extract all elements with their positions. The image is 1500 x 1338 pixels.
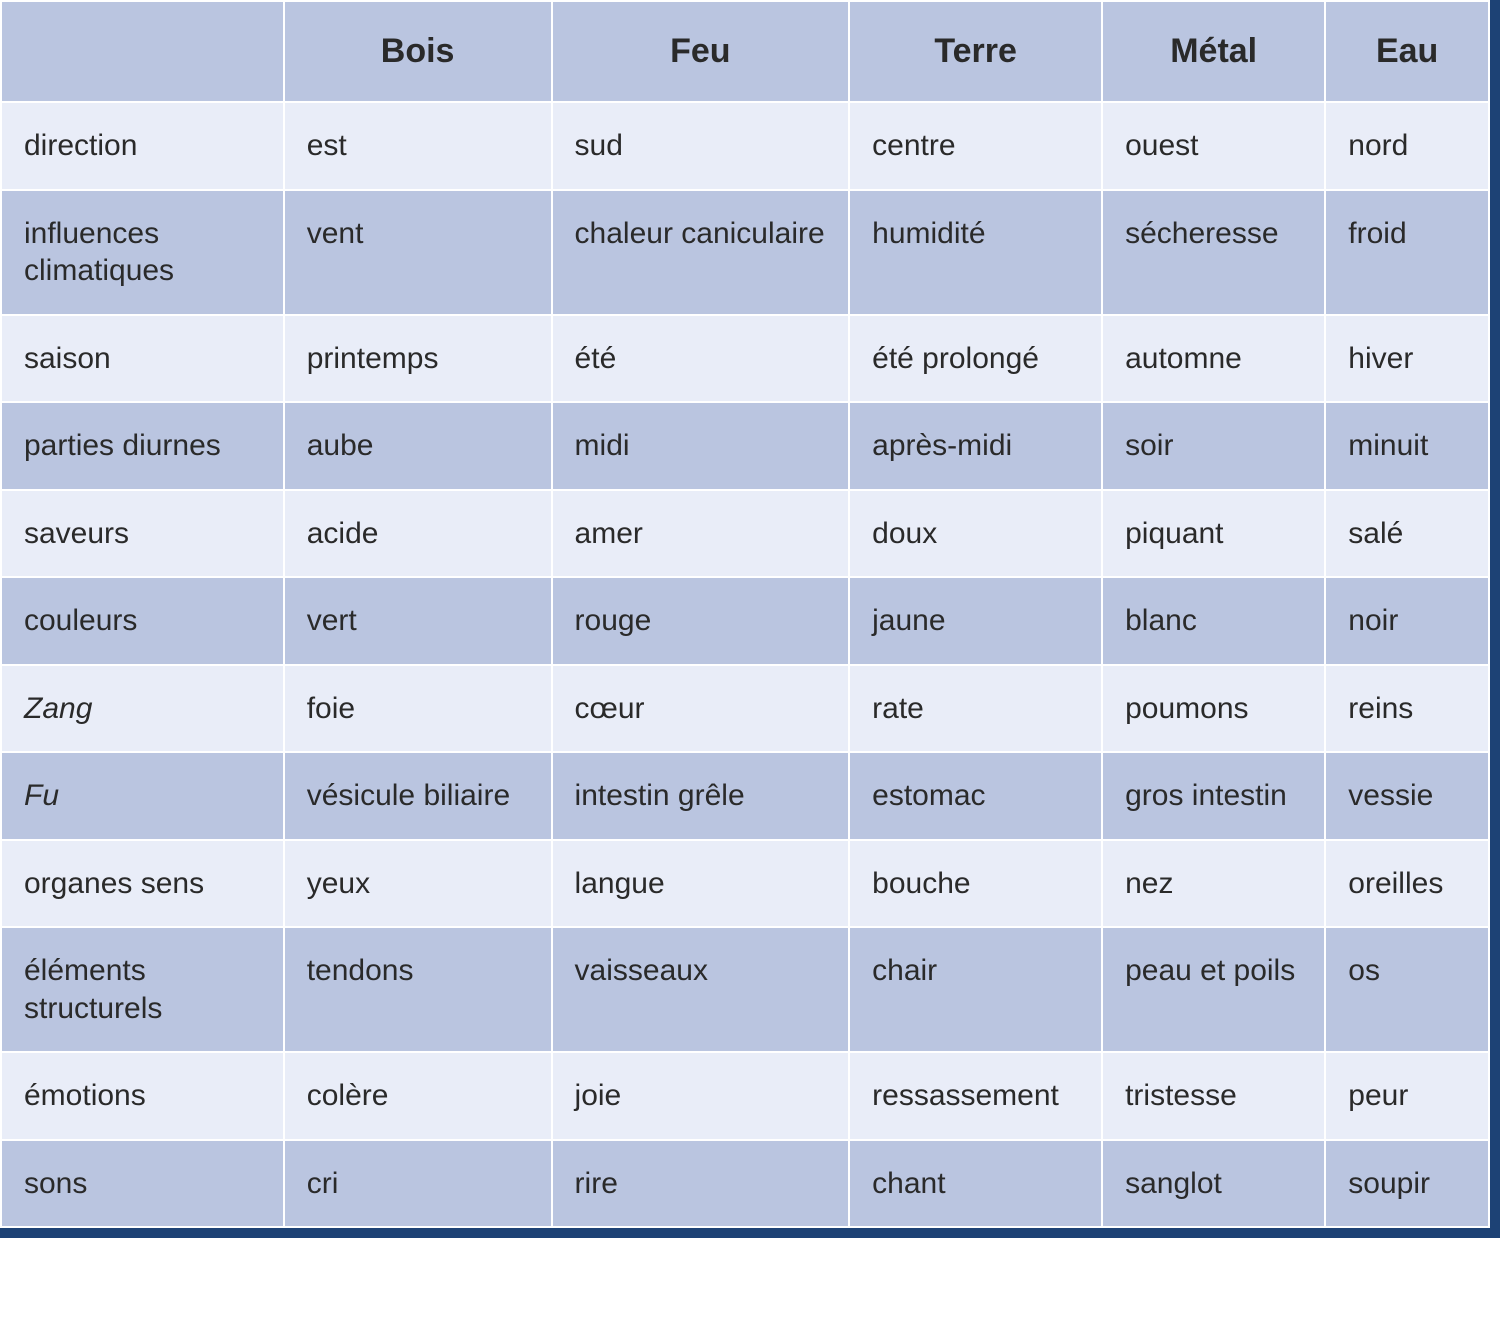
- table-cell: rire: [552, 1140, 850, 1228]
- table-cell: colère: [284, 1052, 552, 1140]
- row-label: saison: [1, 315, 284, 403]
- table-cell: ressassement: [849, 1052, 1102, 1140]
- table-cell: noir: [1325, 577, 1489, 665]
- table-cell: langue: [552, 840, 850, 928]
- table-cell: sanglot: [1102, 1140, 1325, 1228]
- row-label: saveurs: [1, 490, 284, 578]
- table-cell: peau et poils: [1102, 927, 1325, 1052]
- table-row: éléments structurelstendonsvaisseauxchai…: [1, 927, 1489, 1052]
- table-row: parties diurnesaubemidiaprès-midisoirmin…: [1, 402, 1489, 490]
- table-row: saisonprintempsétéété prolongéautomnehiv…: [1, 315, 1489, 403]
- row-label: émotions: [1, 1052, 284, 1140]
- table-cell: midi: [552, 402, 850, 490]
- table-cell: cri: [284, 1140, 552, 1228]
- table-cell: nez: [1102, 840, 1325, 928]
- row-label: couleurs: [1, 577, 284, 665]
- table-cell: chant: [849, 1140, 1102, 1228]
- table-cell: nord: [1325, 102, 1489, 190]
- table-cell: intestin grêle: [552, 752, 850, 840]
- table-cell: tristesse: [1102, 1052, 1325, 1140]
- table-cell: acide: [284, 490, 552, 578]
- row-label: parties diurnes: [1, 402, 284, 490]
- table-cell: piquant: [1102, 490, 1325, 578]
- row-label: direction: [1, 102, 284, 190]
- table-cell: doux: [849, 490, 1102, 578]
- table-cell: sécheresse: [1102, 190, 1325, 315]
- table-cell: vésicule biliaire: [284, 752, 552, 840]
- table-cell: aube: [284, 402, 552, 490]
- table-cell: jaune: [849, 577, 1102, 665]
- table-cell: minuit: [1325, 402, 1489, 490]
- table-row: saveursacideamerdouxpiquantsalé: [1, 490, 1489, 578]
- table-cell: rouge: [552, 577, 850, 665]
- row-label: éléments structurels: [1, 927, 284, 1052]
- row-label: organes sens: [1, 840, 284, 928]
- table-row: directionestsudcentreouestnord: [1, 102, 1489, 190]
- table-cell: gros intestin: [1102, 752, 1325, 840]
- table-cell: blanc: [1102, 577, 1325, 665]
- table-body: directionestsudcentreouestnordinfluences…: [1, 102, 1489, 1227]
- table-cell: cœur: [552, 665, 850, 753]
- table-cell: été: [552, 315, 850, 403]
- table-cell: soir: [1102, 402, 1325, 490]
- table-cell: vessie: [1325, 752, 1489, 840]
- table-cell: estomac: [849, 752, 1102, 840]
- table-cell: automne: [1102, 315, 1325, 403]
- table-cell: chaleur caniculaire: [552, 190, 850, 315]
- header-feu: Feu: [552, 1, 850, 102]
- table-cell: centre: [849, 102, 1102, 190]
- table-header-row: Bois Feu Terre Métal Eau: [1, 1, 1489, 102]
- row-label: Zang: [1, 665, 284, 753]
- table-row: organes sensyeuxlanguebouchenezoreilles: [1, 840, 1489, 928]
- table-row: influences climatiquesventchaleur canicu…: [1, 190, 1489, 315]
- table-cell: est: [284, 102, 552, 190]
- table-cell: salé: [1325, 490, 1489, 578]
- table-cell: rate: [849, 665, 1102, 753]
- table-cell: poumons: [1102, 665, 1325, 753]
- header-empty: [1, 1, 284, 102]
- table-cell: ouest: [1102, 102, 1325, 190]
- table-cell: vert: [284, 577, 552, 665]
- row-label: sons: [1, 1140, 284, 1228]
- table-cell: été prolongé: [849, 315, 1102, 403]
- table-row: sonscririrechantsanglotsoupir: [1, 1140, 1489, 1228]
- table-cell: sud: [552, 102, 850, 190]
- table-cell: printemps: [284, 315, 552, 403]
- table-cell: peur: [1325, 1052, 1489, 1140]
- table-cell: os: [1325, 927, 1489, 1052]
- header-terre: Terre: [849, 1, 1102, 102]
- table-row: Zangfoiecœurratepoumonsreins: [1, 665, 1489, 753]
- table-cell: joie: [552, 1052, 850, 1140]
- header-bois: Bois: [284, 1, 552, 102]
- table-cell: vaisseaux: [552, 927, 850, 1052]
- table-row: Fuvésicule biliaireintestin grêleestomac…: [1, 752, 1489, 840]
- table-row: couleursvertrougejauneblancnoir: [1, 577, 1489, 665]
- header-eau: Eau: [1325, 1, 1489, 102]
- table-row: émotionscolèrejoieressassementtristessep…: [1, 1052, 1489, 1140]
- table-cell: reins: [1325, 665, 1489, 753]
- table-cell: amer: [552, 490, 850, 578]
- elements-table-wrapper: Bois Feu Terre Métal Eau directionestsud…: [0, 0, 1500, 1238]
- table-cell: vent: [284, 190, 552, 315]
- table-cell: après-midi: [849, 402, 1102, 490]
- table-cell: bouche: [849, 840, 1102, 928]
- table-cell: yeux: [284, 840, 552, 928]
- table-cell: foie: [284, 665, 552, 753]
- table-cell: chair: [849, 927, 1102, 1052]
- row-label: influences climatiques: [1, 190, 284, 315]
- header-metal: Métal: [1102, 1, 1325, 102]
- table-cell: soupir: [1325, 1140, 1489, 1228]
- elements-table: Bois Feu Terre Métal Eau directionestsud…: [0, 0, 1490, 1228]
- table-cell: humidité: [849, 190, 1102, 315]
- row-label: Fu: [1, 752, 284, 840]
- table-cell: tendons: [284, 927, 552, 1052]
- table-cell: froid: [1325, 190, 1489, 315]
- table-cell: hiver: [1325, 315, 1489, 403]
- table-cell: oreilles: [1325, 840, 1489, 928]
